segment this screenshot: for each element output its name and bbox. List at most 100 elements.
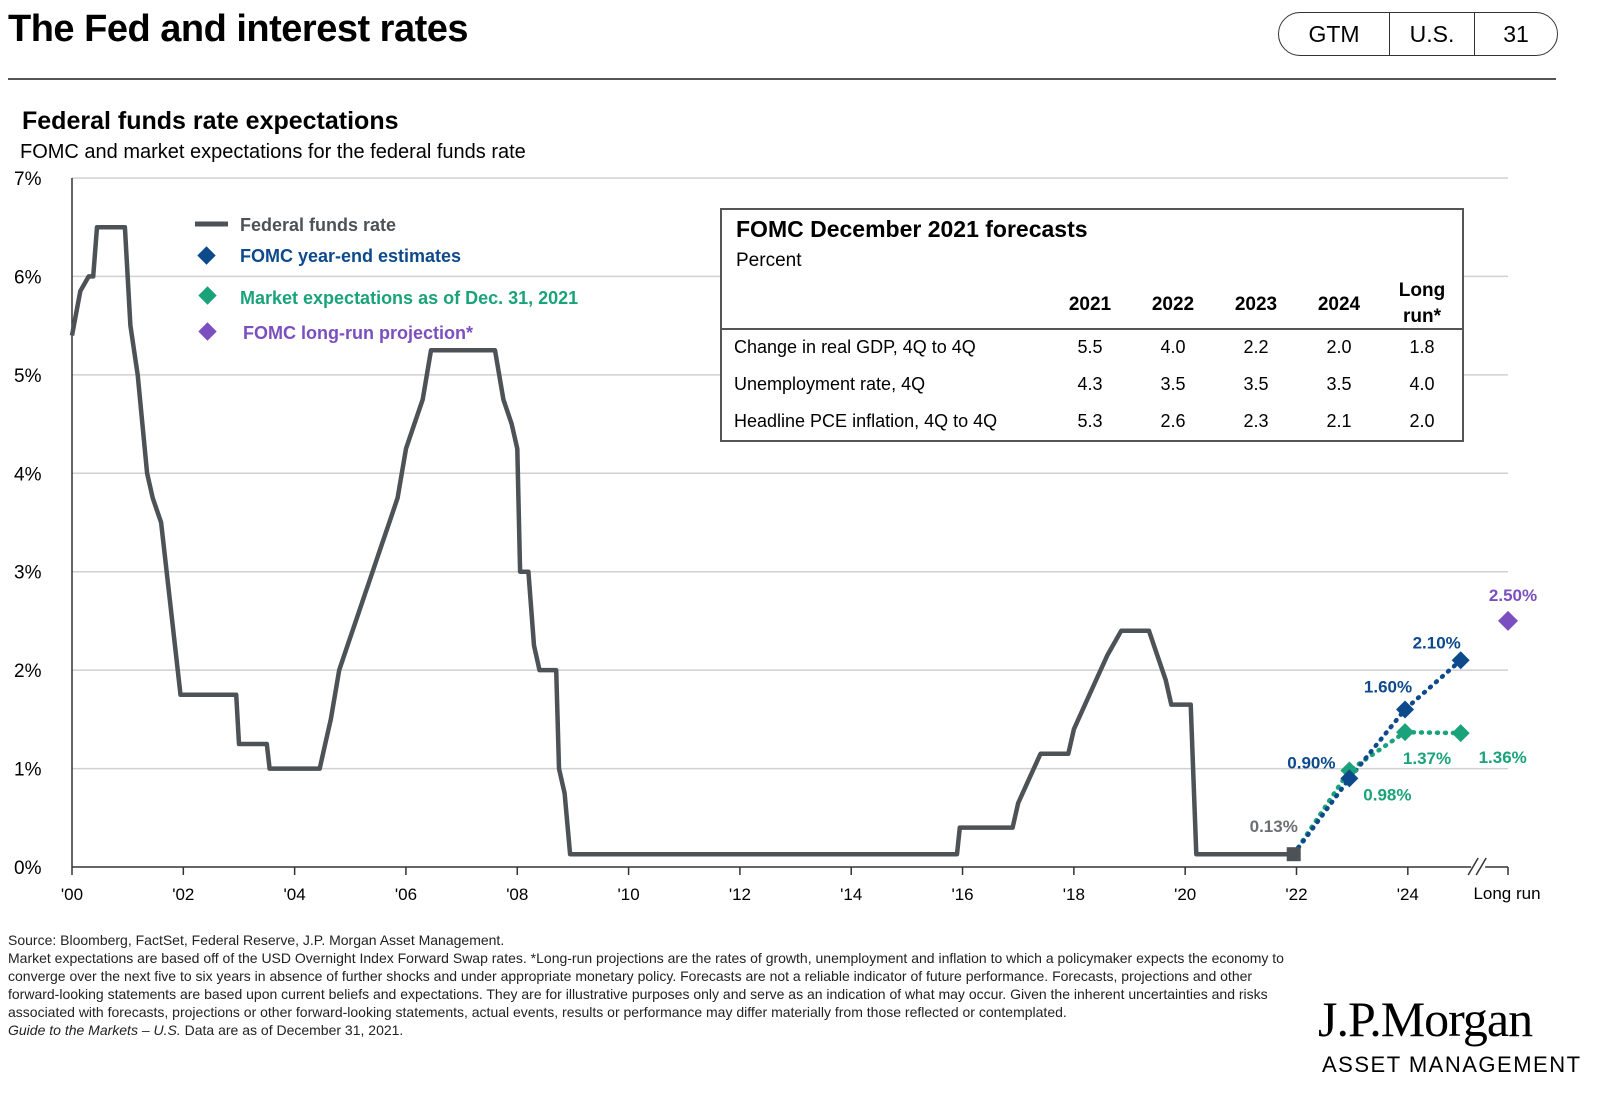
forecast-cell: 2.2 <box>1243 337 1269 357</box>
x-tick-label: '02 <box>172 885 194 904</box>
market-2023-label: 1.37% <box>1403 749 1451 768</box>
guide-note-italic: Guide to the Markets – U.S. <box>8 1022 181 1038</box>
long-run-axis-label: Long run <box>1473 884 1540 903</box>
footnotes: Source: Bloomberg, FactSet, Federal Rese… <box>8 931 1298 1039</box>
x-tick-label: '24 <box>1397 885 1419 904</box>
guide-note-date: Data are as of December 31, 2021. <box>180 1022 404 1038</box>
y-tick-label: 0% <box>14 858 42 879</box>
forecast-header-long-run: Long run* <box>1387 278 1457 330</box>
legend-swatch-fomc <box>197 246 216 265</box>
forecast-cell: 5.5 <box>1077 337 1103 357</box>
forecast-cell: 4.0 <box>1409 374 1435 394</box>
forecast-header-long-run-line2: run* <box>1403 306 1441 327</box>
forecast-cell: 4.0 <box>1160 337 1186 357</box>
market-expectations-line <box>1291 729 1463 857</box>
forecast-cell: 3.5 <box>1243 374 1269 394</box>
forecast-cell: 3.5 <box>1326 374 1352 394</box>
jpmorgan-logo: J.P.Morgan <box>1318 991 1533 1047</box>
current-rate-marker <box>1286 847 1301 862</box>
forecast-header-2021: 2021 <box>1068 294 1112 315</box>
x-tick-label: '22 <box>1285 885 1307 904</box>
legend-swatch-longrun <box>198 322 217 341</box>
x-tick-label: '08 <box>506 885 528 904</box>
legend-market: Market expectations as of Dec. 31, 2021 <box>240 288 578 308</box>
x-tick-label: '00 <box>61 885 83 904</box>
disclaimer-note: Market expectations are based off of the… <box>8 950 1284 1020</box>
forecast-cell: 2.6 <box>1160 411 1186 431</box>
fomc-estimate-marker <box>1340 769 1359 788</box>
forecast-table-title: FOMC December 2021 forecasts <box>736 216 1088 242</box>
x-tick-label: '16 <box>951 885 973 904</box>
title-divider <box>8 78 1556 80</box>
chart-title: Federal funds rate expectations <box>22 107 399 135</box>
fomc-estimate-marker <box>1396 700 1415 719</box>
forecast-row-label-pce: Headline PCE inflation, 4Q to 4Q <box>734 411 998 431</box>
y-tick-label: 3% <box>14 563 42 584</box>
y-tick-label: 7% <box>14 169 42 190</box>
markers <box>1286 610 1518 862</box>
legend-swatch-market <box>198 286 217 305</box>
fomc-long-run-label: 2.50% <box>1489 586 1537 605</box>
y-tick-label: 2% <box>14 661 42 682</box>
forecast-cell: 2.3 <box>1243 411 1269 431</box>
forecast-cell: 2.0 <box>1409 411 1435 431</box>
forecast-cell: 4.3 <box>1077 374 1103 394</box>
legend-longrun: FOMC long-run projection* <box>243 323 473 343</box>
x-tick-label: '06 <box>395 885 417 904</box>
x-tick-label: '04 <box>284 885 306 904</box>
market-2022-label: 0.98% <box>1363 786 1411 805</box>
data-labels: 0.13% 0.90% 1.60% 2.10% 0.98% 1.37% 1.36% 2.50% <box>1250 586 1537 836</box>
x-tick-label: '20 <box>1174 885 1196 904</box>
legend-fomc: FOMC year-end estimates <box>240 246 461 266</box>
forecast-row-label-unemployment: Unemployment rate, 4Q <box>734 374 926 394</box>
fomc-estimates-line <box>1291 658 1463 857</box>
legend: Federal funds rate FOMC year-end estimat… <box>195 215 578 343</box>
chart-subtitle: FOMC and market expectations for the fed… <box>20 141 526 163</box>
forecast-row-label-gdp: Change in real GDP, 4Q to 4Q <box>734 337 976 357</box>
forecast-table-subtitle: Percent <box>736 250 802 271</box>
fomc-forecast-table: FOMC December 2021 forecasts Percent 202… <box>720 208 1464 442</box>
current-rate-label: 0.13% <box>1250 817 1298 836</box>
x-tick-label: '10 <box>618 885 640 904</box>
forecast-cell: 1.8 <box>1409 337 1435 357</box>
fed-funds-chart: 0% 1% 2% 3% 4% 5% 6% 7% '00 '02 '04 '06 '08 '10 '12 '14… <box>14 169 1541 904</box>
forecast-table-rule <box>722 328 1462 330</box>
forecast-cell: 2.0 <box>1326 337 1352 357</box>
forecast-cell: 2.1 <box>1326 411 1352 431</box>
axis-break-mark <box>1475 857 1487 876</box>
series <box>69 224 1463 857</box>
tag-page-number: 31 <box>1503 21 1529 47</box>
forecast-cell: 5.3 <box>1077 411 1103 431</box>
forecast-header-long-run-line1: Long <box>1398 280 1446 301</box>
axis-break-mark <box>1467 857 1479 876</box>
fomc-2024-label: 2.10% <box>1413 633 1461 652</box>
legend-fed-funds: Federal funds rate <box>240 215 396 235</box>
fomc-2022-label: 0.90% <box>1287 753 1335 772</box>
fed-funds-rate-line <box>69 224 1294 857</box>
x-tick-label: '12 <box>729 885 751 904</box>
fomc-2023-label: 1.60% <box>1364 678 1412 697</box>
y-tick-label: 4% <box>14 464 42 485</box>
tag-gtm: GTM <box>1279 13 1390 55</box>
forecast-header-2022: 2022 <box>1151 294 1195 315</box>
forecast-cell: 3.5 <box>1160 374 1186 394</box>
y-tick-label: 5% <box>14 366 42 387</box>
market-expectation-marker <box>1396 723 1415 742</box>
forecast-header-2023: 2023 <box>1234 294 1278 315</box>
guide-tag: GTM U.S. 31 <box>1278 12 1558 56</box>
market-2024-label: 1.36% <box>1479 748 1527 767</box>
source-note: Source: Bloomberg, FactSet, Federal Rese… <box>8 932 505 948</box>
fomc-estimate-marker <box>1451 651 1470 670</box>
forecast-header-2024: 2024 <box>1317 294 1361 315</box>
market-expectation-marker <box>1451 724 1470 743</box>
page-title: The Fed and interest rates <box>8 8 469 50</box>
y-tick-label: 6% <box>14 267 42 288</box>
asset-management-label: ASSET MANAGEMENT <box>1322 1052 1582 1077</box>
fomc-long-run-marker <box>1498 610 1518 631</box>
tag-region: U.S. <box>1390 13 1475 55</box>
y-tick-label: 1% <box>14 760 42 781</box>
x-tick-label: '14 <box>840 885 862 904</box>
x-tick-label: '18 <box>1063 885 1085 904</box>
guide-note: Guide to the Markets – U.S. Data are as … <box>8 1021 1298 1039</box>
axes: 0% 1% 2% 3% 4% 5% 6% 7% '00 '02 '04 '06 '08 '10 '12 '14… <box>14 169 1541 904</box>
